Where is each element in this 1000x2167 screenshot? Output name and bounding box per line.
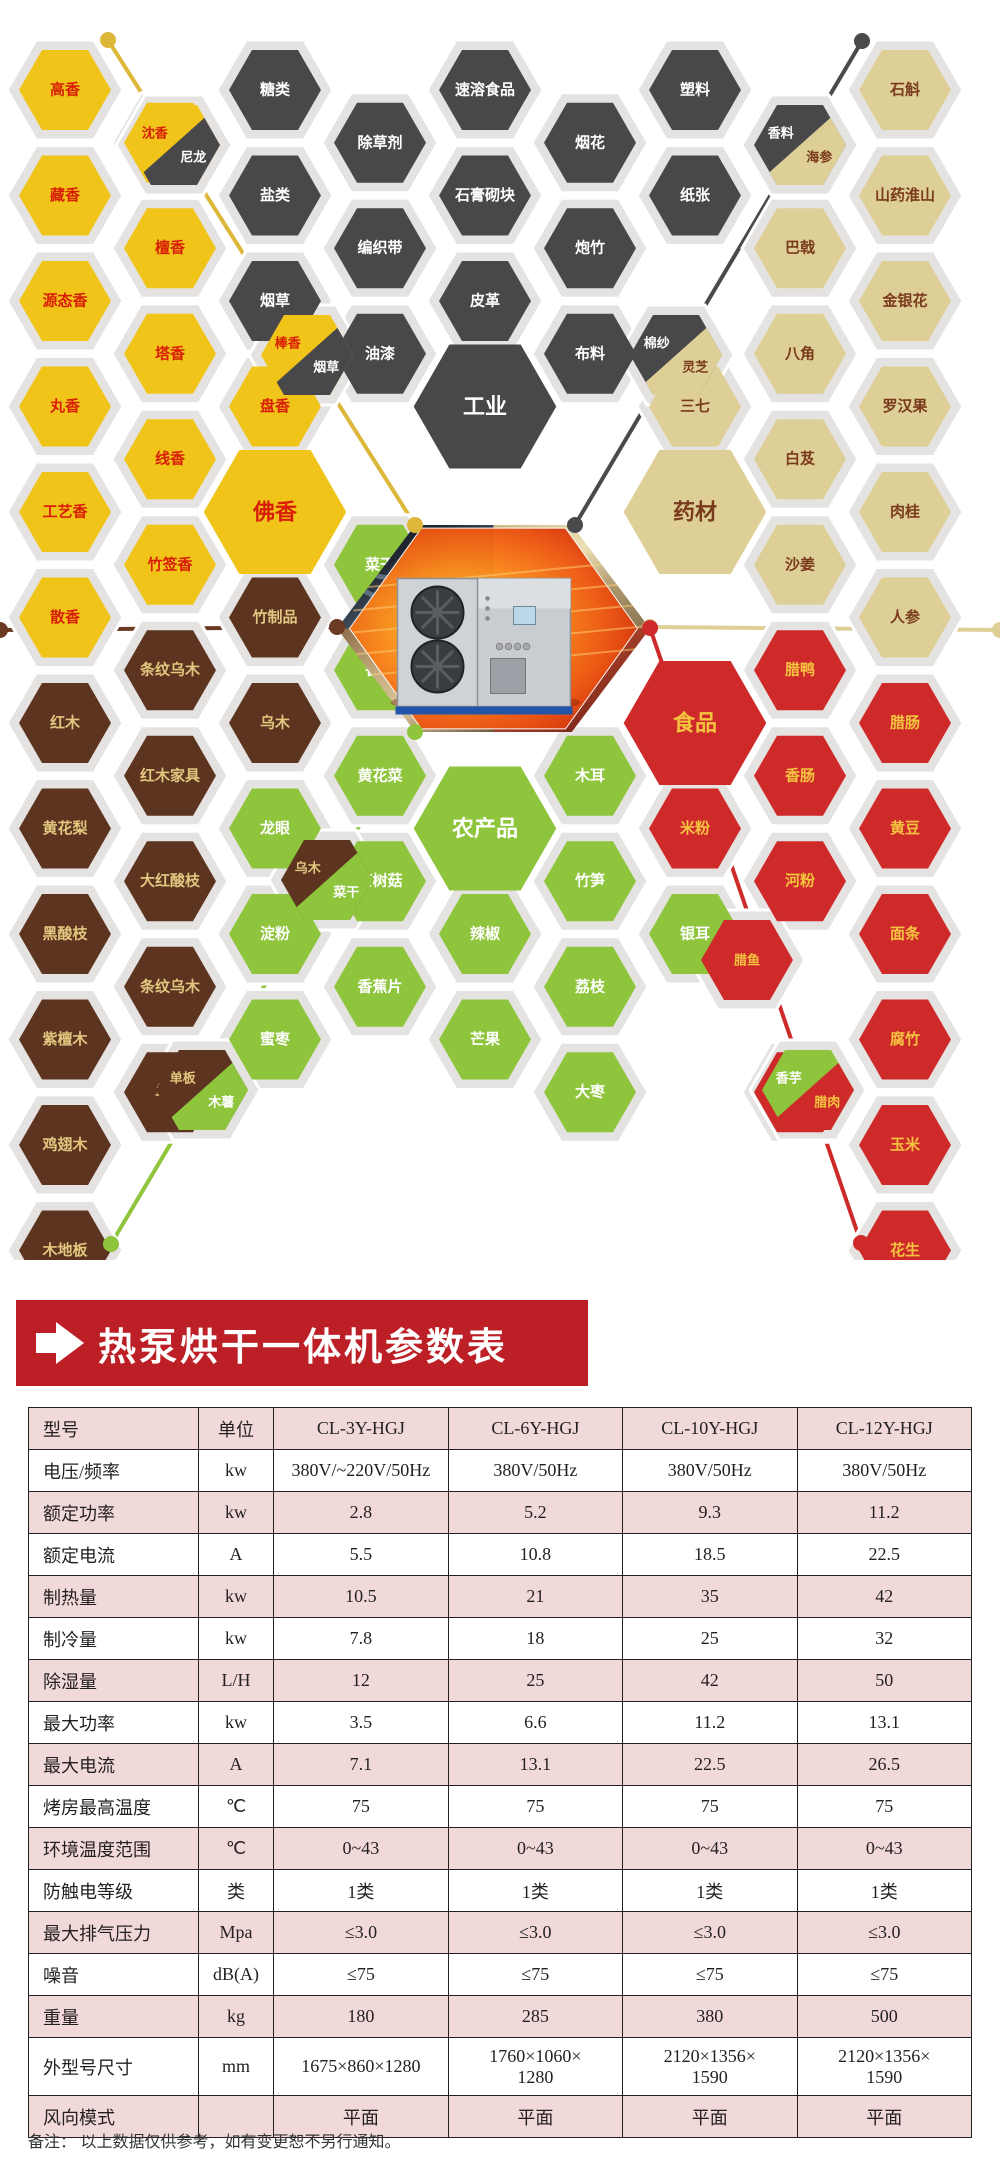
svg-text:花生: 花生 — [890, 1241, 920, 1259]
svg-text:石膏砌块: 石膏砌块 — [454, 186, 516, 204]
svg-text:河粉: 河粉 — [785, 872, 815, 890]
svg-text:银耳: 银耳 — [680, 925, 710, 943]
svg-text:香料: 香料 — [767, 126, 794, 141]
svg-text:紫檀木: 紫檀木 — [42, 1030, 88, 1048]
svg-text:巴戟: 巴戟 — [785, 240, 815, 257]
svg-text:玉米: 玉米 — [890, 1136, 921, 1154]
svg-text:鸡翅木: 鸡翅木 — [41, 1136, 88, 1154]
svg-text:竹签香: 竹签香 — [146, 555, 192, 573]
svg-text:纸张: 纸张 — [680, 186, 711, 204]
svg-text:木地板: 木地板 — [41, 1241, 88, 1259]
svg-text:布料: 布料 — [575, 344, 605, 362]
svg-text:腊肉: 腊肉 — [814, 1095, 840, 1110]
svg-text:米粉: 米粉 — [680, 819, 710, 837]
svg-text:大红酸枝: 大红酸枝 — [140, 872, 201, 890]
svg-text:食品: 食品 — [673, 711, 717, 736]
svg-text:菜干: 菜干 — [332, 885, 359, 900]
svg-text:药材: 药材 — [673, 500, 717, 525]
svg-text:条纹乌木: 条纹乌木 — [139, 661, 201, 679]
svg-text:烟花: 烟花 — [575, 133, 605, 151]
svg-text:黄花梨: 黄花梨 — [42, 819, 87, 837]
svg-text:乌木: 乌木 — [260, 714, 291, 732]
svg-text:丸香: 丸香 — [49, 397, 80, 415]
svg-text:山药淮山: 山药淮山 — [875, 186, 935, 204]
svg-text:竹笋: 竹笋 — [574, 872, 605, 890]
svg-text:腐竹: 腐竹 — [890, 1030, 920, 1048]
svg-text:线香: 线香 — [155, 450, 185, 468]
svg-text:罗汉果: 罗汉果 — [882, 397, 928, 415]
svg-text:白芨: 白芨 — [785, 450, 816, 468]
svg-text:乌木: 乌木 — [295, 861, 322, 876]
svg-text:工业: 工业 — [463, 394, 507, 419]
svg-text:速溶食品: 速溶食品 — [455, 81, 515, 99]
svg-text:芒果: 芒果 — [470, 1030, 501, 1048]
svg-text:工艺香: 工艺香 — [42, 503, 87, 521]
svg-text:大枣: 大枣 — [575, 1083, 606, 1101]
svg-text:三七: 三七 — [680, 398, 710, 415]
svg-text:散香: 散香 — [50, 608, 80, 626]
svg-text:灵芝: 灵芝 — [682, 360, 708, 375]
svg-text:金银花: 金银花 — [881, 292, 927, 310]
svg-text:黑酸枝: 黑酸枝 — [42, 925, 88, 943]
svg-text:腊肠: 腊肠 — [890, 714, 920, 732]
svg-text:源态香: 源态香 — [42, 292, 87, 310]
svg-text:藏香: 藏香 — [50, 186, 80, 204]
svg-text:烟草: 烟草 — [313, 360, 339, 375]
svg-text:木薯: 木薯 — [207, 1095, 234, 1110]
svg-text:肉桂: 肉桂 — [890, 503, 920, 521]
svg-text:盐类: 盐类 — [260, 186, 291, 204]
svg-text:黄豆: 黄豆 — [890, 819, 920, 837]
svg-text:塔香: 塔香 — [155, 344, 185, 362]
svg-text:八角: 八角 — [784, 344, 815, 362]
svg-text:辣椒: 辣椒 — [470, 925, 501, 943]
svg-text:人参: 人参 — [890, 608, 921, 626]
svg-text:沈香: 沈香 — [142, 126, 169, 141]
svg-text:蜜枣: 蜜枣 — [260, 1030, 291, 1048]
svg-text:檀香: 檀香 — [155, 239, 185, 257]
svg-text:糖类: 糖类 — [260, 81, 291, 99]
svg-text:腊鸭: 腊鸭 — [785, 661, 815, 679]
svg-text:佛香: 佛香 — [252, 500, 297, 525]
svg-text:高香: 高香 — [50, 81, 80, 99]
svg-text:红木家具: 红木家具 — [140, 766, 200, 784]
svg-text:黄花菜: 黄花菜 — [357, 766, 402, 784]
svg-text:面条: 面条 — [890, 925, 921, 943]
svg-text:皮革: 皮革 — [470, 292, 500, 310]
svg-text:棒香: 棒香 — [275, 336, 302, 351]
svg-text:香芋: 香芋 — [775, 1071, 802, 1086]
svg-text:红木: 红木 — [50, 714, 81, 732]
svg-text:香蕉片: 香蕉片 — [357, 977, 402, 995]
svg-text:棉纱: 棉纱 — [644, 336, 670, 351]
svg-text:龙眼: 龙眼 — [259, 819, 290, 837]
svg-text:香肠: 香肠 — [785, 766, 815, 784]
svg-text:烟草: 烟草 — [260, 292, 290, 310]
svg-text:单板: 单板 — [170, 1071, 197, 1086]
svg-text:盘香: 盘香 — [260, 397, 290, 415]
svg-text:农产品: 农产品 — [451, 816, 518, 841]
svg-text:石斛: 石斛 — [889, 81, 920, 99]
svg-text:除草剂: 除草剂 — [357, 133, 402, 151]
svg-text:淀粉: 淀粉 — [260, 925, 290, 943]
svg-text:尼龙: 尼龙 — [180, 150, 206, 165]
svg-text:腊鱼: 腊鱼 — [734, 953, 760, 968]
svg-text:沙姜: 沙姜 — [785, 555, 815, 573]
svg-text:海参: 海参 — [806, 150, 833, 165]
svg-text:炮竹: 炮竹 — [575, 239, 605, 257]
svg-text:油漆: 油漆 — [365, 344, 395, 362]
svg-text:木耳: 木耳 — [574, 766, 605, 784]
svg-text:编织带: 编织带 — [357, 239, 402, 257]
svg-text:竹制品: 竹制品 — [251, 608, 297, 626]
svg-text:塑料: 塑料 — [680, 81, 710, 99]
svg-text:条纹乌木: 条纹乌木 — [139, 977, 201, 995]
svg-text:荔枝: 荔枝 — [575, 977, 606, 995]
